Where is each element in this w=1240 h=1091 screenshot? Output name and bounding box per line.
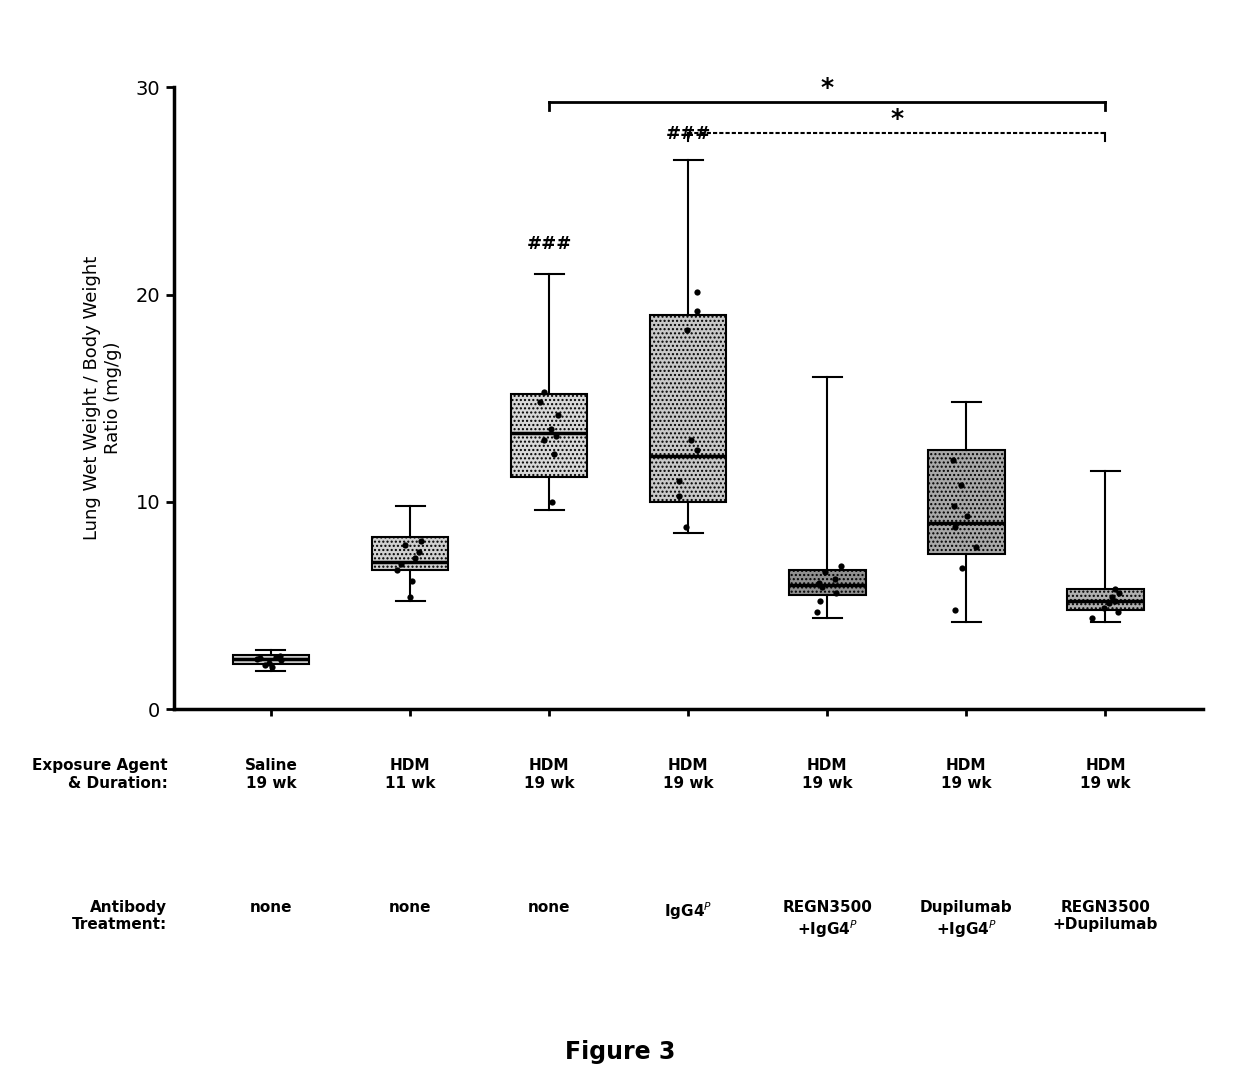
FancyBboxPatch shape: [511, 394, 588, 477]
FancyBboxPatch shape: [1068, 589, 1143, 610]
Text: Dupilumab
+IgG4$^P$: Dupilumab +IgG4$^P$: [920, 900, 1013, 940]
Y-axis label: Lung Wet Weight / Body Weight
Ratio (mg/g): Lung Wet Weight / Body Weight Ratio (mg/…: [83, 256, 122, 540]
Text: ###: ###: [666, 125, 711, 143]
Text: Antibody
Treatment:: Antibody Treatment:: [72, 900, 167, 933]
Text: REGN3500
+Dupilumab: REGN3500 +Dupilumab: [1053, 900, 1158, 933]
Text: *: *: [890, 107, 904, 131]
Text: *: *: [821, 75, 833, 99]
Text: IgG4$^P$: IgG4$^P$: [665, 900, 712, 922]
Text: Exposure Agent
& Duration:: Exposure Agent & Duration:: [32, 758, 167, 791]
Text: HDM
11 wk: HDM 11 wk: [384, 758, 435, 791]
FancyBboxPatch shape: [233, 656, 309, 663]
Text: none: none: [249, 900, 293, 915]
Text: Figure 3: Figure 3: [564, 1040, 676, 1064]
Text: none: none: [389, 900, 432, 915]
Text: none: none: [528, 900, 570, 915]
FancyBboxPatch shape: [789, 571, 866, 596]
FancyBboxPatch shape: [372, 537, 449, 571]
FancyBboxPatch shape: [650, 315, 727, 502]
Text: HDM
19 wk: HDM 19 wk: [941, 758, 992, 791]
Text: HDM
19 wk: HDM 19 wk: [802, 758, 853, 791]
Text: HDM
19 wk: HDM 19 wk: [1080, 758, 1131, 791]
Text: REGN3500
+IgG4$^P$: REGN3500 +IgG4$^P$: [782, 900, 872, 940]
Text: HDM
19 wk: HDM 19 wk: [663, 758, 713, 791]
Text: Saline
19 wk: Saline 19 wk: [244, 758, 298, 791]
Text: ###: ###: [527, 236, 572, 253]
Text: HDM
19 wk: HDM 19 wk: [523, 758, 574, 791]
FancyBboxPatch shape: [928, 451, 1004, 554]
